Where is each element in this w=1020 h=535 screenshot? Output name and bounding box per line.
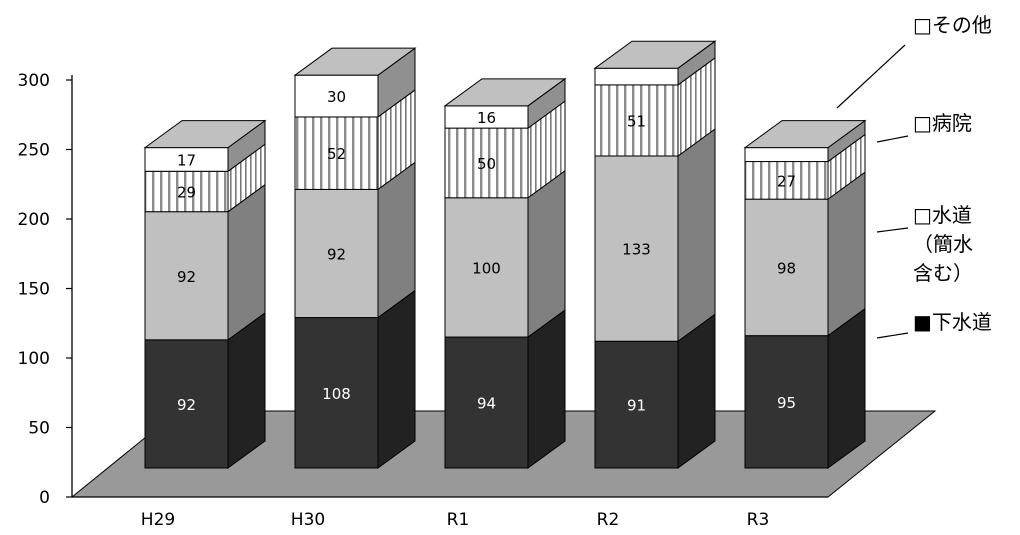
- data-label-sewer: 95: [777, 394, 796, 412]
- data-label-hospital: 52: [327, 145, 346, 163]
- x-category-label: R1: [447, 510, 470, 530]
- legend-item-hospital: □病院: [876, 111, 972, 143]
- data-label-water: 92: [327, 245, 346, 263]
- bar-top-face: [143, 120, 267, 149]
- y-tick-label: 300: [18, 71, 50, 91]
- bar-segment-other: [294, 74, 379, 118]
- data-label-other: 17: [177, 151, 196, 169]
- x-category-label: R3: [747, 510, 770, 530]
- bar-segment-sewer: [444, 336, 529, 469]
- legend-label: 含む）: [913, 261, 973, 285]
- bar-segment-water: [144, 211, 229, 341]
- y-tick-label: 200: [18, 210, 50, 230]
- bar-stack-R1: 94 100 50 16: [443, 77, 567, 469]
- data-label-hospital: 27: [777, 172, 796, 190]
- bar-top-face: [293, 47, 417, 76]
- legend-label: □その他: [913, 13, 992, 37]
- bar-stack-H30: 108 92 52 30: [293, 47, 417, 469]
- bar-segment-other: [744, 147, 829, 163]
- data-label-sewer: 94: [477, 395, 496, 413]
- bar-segment-other: [594, 67, 679, 86]
- bar-side-water: [527, 169, 566, 339]
- legend-item-sewer: ■下水道: [876, 310, 992, 339]
- x-category-label: H30: [291, 510, 325, 530]
- x-category-label: H29: [141, 510, 175, 530]
- bar-segment-hospital: [294, 116, 379, 190]
- data-label-sewer: 92: [177, 396, 196, 414]
- data-label-hospital: 50: [477, 155, 496, 173]
- bar-top-face: [443, 78, 567, 107]
- legend-leader-line: [836, 44, 906, 109]
- legend-leader-line: [876, 332, 909, 339]
- data-label-sewer: 91: [627, 397, 646, 415]
- data-label-hospital: 51: [627, 112, 646, 130]
- legend-label: □水道: [913, 203, 972, 227]
- bar-stack-R2: 911335112: [593, 40, 717, 469]
- bar-top-face: [743, 120, 867, 149]
- bar-segment-hospital: [594, 84, 679, 157]
- y-tick-label: 250: [18, 141, 50, 161]
- legend-label: ■下水道: [913, 310, 992, 334]
- data-label-water: 92: [177, 268, 196, 286]
- bar-segment-water: [744, 198, 829, 337]
- bar-side-water: [827, 171, 866, 337]
- bar-side-sewer: [527, 309, 566, 469]
- data-label-water: 133: [622, 241, 651, 259]
- bar-segment-sewer: [294, 317, 379, 469]
- bar-segment-water: [294, 188, 379, 319]
- data-label-water: 98: [777, 259, 796, 277]
- data-label-other: 30: [327, 88, 346, 106]
- y-tick-label: 50: [28, 419, 50, 439]
- bar-segment-sewer: [144, 339, 229, 469]
- data-label-sewer: 108: [322, 385, 351, 403]
- bar-segment-water: [594, 155, 679, 342]
- bar-top-face: [593, 40, 717, 69]
- y-tick-label: 0: [39, 488, 50, 508]
- legend-label: □病院: [913, 111, 972, 135]
- legend-item-other: □その他: [836, 13, 992, 109]
- legend-label: （簡水: [913, 232, 973, 256]
- y-tick-label: 150: [18, 280, 50, 300]
- legend-leader-line: [876, 135, 909, 143]
- data-label-other: 16: [477, 109, 496, 127]
- x-category-label: R2: [597, 510, 620, 530]
- data-label-hospital: 29: [177, 183, 196, 201]
- y-tick-label: 100: [18, 349, 50, 369]
- bar-stack-H29: 92 92 29 17: [143, 119, 267, 469]
- bar-side-sewer: [827, 307, 866, 469]
- bar-side-water: [677, 127, 716, 343]
- legend-leader-line: [876, 227, 909, 233]
- bar-segment-water: [444, 197, 529, 338]
- bar-stack-R3: 95982710: [743, 119, 867, 469]
- bar-side-sewer: [377, 289, 416, 469]
- data-label-water: 100: [472, 259, 501, 277]
- bar-segment-sewer: [594, 340, 679, 469]
- bar-segment-sewer: [744, 335, 829, 469]
